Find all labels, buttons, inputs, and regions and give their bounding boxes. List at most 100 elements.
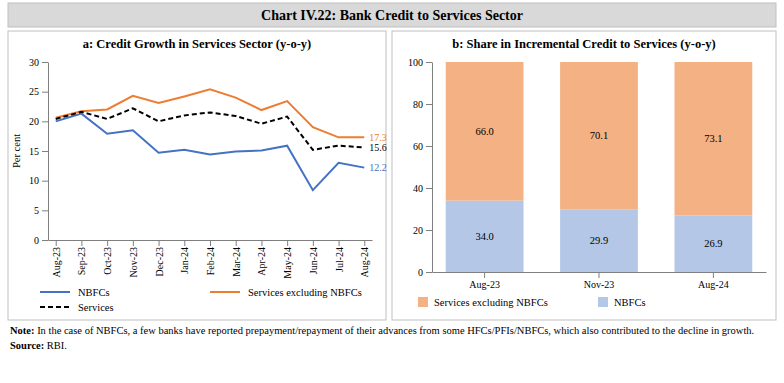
tick: Nov-23: [128, 240, 139, 278]
bar-segment: [560, 209, 638, 272]
tick-mark: [210, 240, 211, 246]
tick-label: 30: [29, 57, 39, 68]
series-line: [56, 114, 365, 191]
tick-mark: [287, 240, 288, 246]
tick: 30: [29, 57, 48, 68]
tick-label: Mar-24: [231, 247, 242, 277]
tick-label: 0: [34, 235, 39, 246]
chart-title: Chart IV.22: Bank Credit to Services Sec…: [261, 8, 523, 23]
axis: 051015202530: [29, 57, 49, 246]
tick-label: Dec-23: [154, 247, 165, 276]
tick-label: 40: [413, 183, 423, 194]
tick-label: Jan-24: [179, 247, 190, 274]
tick: Mar-24: [231, 240, 242, 277]
tick-mark: [713, 272, 714, 278]
tick-label: Jun-24: [308, 247, 319, 274]
tick: Feb-24: [205, 240, 216, 275]
plot-area: [56, 89, 365, 190]
spacer: [44, 340, 47, 351]
tick-label: Nov-23: [584, 279, 615, 290]
panel-title: a: Credit Growth in Services Sector (y-o…: [83, 37, 311, 51]
tick: 40: [413, 183, 432, 194]
tick-label: 10: [29, 175, 39, 186]
legend-swatch: [418, 297, 428, 307]
tick: Aug-24: [698, 272, 729, 290]
tick-mark: [426, 146, 432, 147]
tick-mark: [261, 240, 262, 246]
annotation: 15.6: [369, 142, 387, 153]
tick-label: Aug-24: [698, 279, 729, 290]
tick-mark: [42, 151, 48, 152]
tick-mark: [42, 62, 48, 63]
spacer: [35, 325, 38, 336]
tick-label: 20: [29, 116, 39, 127]
tick: Apr-24: [256, 240, 267, 276]
legend-label: Services excluding NBFCs: [248, 287, 362, 298]
tick-label: Feb-24: [205, 247, 216, 275]
tick-label: Aug-23: [469, 279, 500, 290]
tick-mark: [364, 240, 365, 246]
legend-label: Services excluding NBFCs: [434, 297, 548, 308]
tick: Dec-23: [154, 240, 165, 276]
tick-mark: [426, 230, 432, 231]
tick-mark: [426, 272, 432, 273]
data-label: 29.9: [590, 235, 608, 246]
tick: Aug-23: [469, 272, 500, 290]
tick-mark: [56, 240, 57, 246]
tick-label: 5: [34, 205, 39, 216]
tick-mark: [339, 240, 340, 246]
bar-segment: [560, 62, 638, 209]
bar-segment: [674, 62, 752, 216]
tick-label: Jul-24: [334, 247, 345, 272]
tick-mark: [184, 240, 185, 246]
legend-label: NBFCs: [78, 287, 110, 298]
tick-mark: [133, 240, 134, 246]
tick: Aug-23: [51, 240, 62, 278]
bar-segment: [674, 216, 752, 272]
y-axis-title: Per cent: [11, 134, 22, 168]
tick-mark: [426, 62, 432, 63]
tick: 15: [29, 146, 48, 157]
panel-frame: [8, 31, 386, 320]
tick-mark: [484, 272, 485, 278]
tick-mark: [42, 92, 48, 93]
legend-swatch: [40, 306, 70, 308]
tick: Sep-23: [76, 240, 87, 275]
tick: 100: [408, 57, 432, 68]
series-line: [56, 108, 365, 150]
axis: 0 20 40 60 80 100: [408, 57, 433, 278]
panel-frame: [392, 31, 776, 320]
tick: Oct-23: [102, 240, 113, 275]
tick: 60: [413, 141, 432, 152]
axis: Aug-23 Sep-23 Oct-23 Nov-23 Dec-23 Jan-24 Feb-…: [49, 240, 373, 279]
panel-title: b: Share in Incremental Credit to Servic…: [452, 37, 716, 51]
tick: 20: [413, 225, 432, 236]
tick-mark: [159, 240, 160, 246]
tick: May-24: [282, 240, 293, 279]
note: Note: In the case of NBFCs, a few banks …: [10, 324, 774, 337]
tick: 5: [34, 205, 48, 216]
tick: Jun-24: [308, 240, 319, 274]
tick: 0: [418, 267, 432, 278]
legend-label: Services: [78, 302, 114, 313]
tick-label: 100: [408, 57, 423, 68]
tick-mark: [599, 272, 600, 278]
tick-label: 15: [29, 146, 39, 157]
tick-mark: [81, 240, 82, 246]
tick-mark: [42, 181, 48, 182]
tick: 10: [29, 175, 48, 186]
tick: 80: [413, 99, 432, 110]
tick: Jan-24: [179, 240, 190, 274]
annotation: 12.2: [369, 162, 387, 173]
source: Source: RBI.: [10, 339, 774, 352]
legend-swatch: [210, 291, 240, 293]
tick-mark: [426, 104, 432, 105]
bar-segment: [446, 201, 524, 272]
tick: Jul-24: [334, 240, 345, 272]
legend: NBFCs Services excluding NBFCs Services: [40, 287, 362, 313]
axis-line: [432, 63, 433, 273]
tick-mark: [313, 240, 314, 246]
tick: Aug-24: [359, 240, 370, 278]
tick-label: 80: [413, 99, 423, 110]
data-labels: 34.029.926.966.070.173.1: [475, 126, 722, 249]
